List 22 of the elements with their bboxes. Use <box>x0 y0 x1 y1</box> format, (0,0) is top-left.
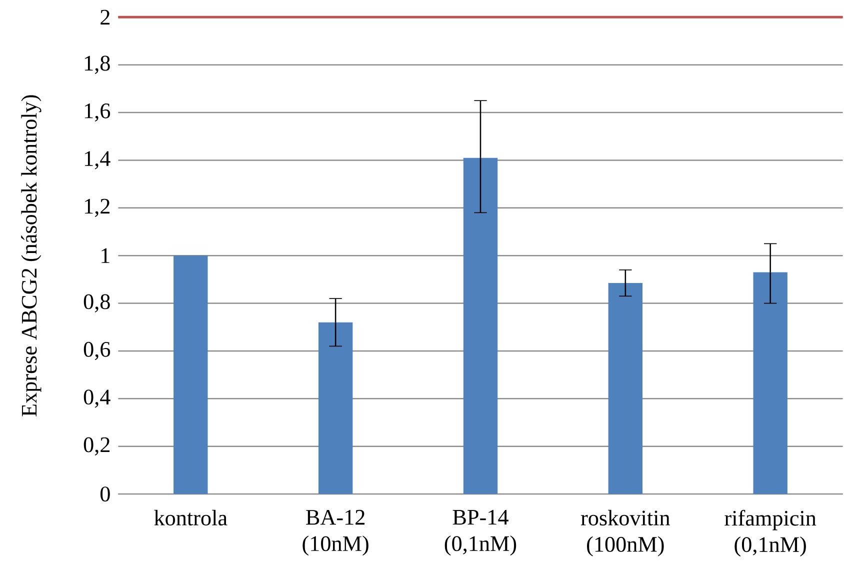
x-tick-label: roskovitin (100nM) <box>580 510 670 556</box>
y-tick-label: 1,2 <box>85 198 110 217</box>
y-tick-label: 0,8 <box>84 294 110 312</box>
y-tick-label: 0,4 <box>84 390 110 408</box>
y-tick-label: 1,6 <box>85 104 110 122</box>
bar <box>608 283 643 494</box>
y-axis-title: Exprese ABCG2 (násobek kontroly) <box>21 95 42 416</box>
y-tick-label: 1,4 <box>85 151 110 170</box>
x-tick-label: BA-12 (10nM) <box>302 510 368 556</box>
y-tick-label: 0 <box>100 486 110 502</box>
y-tick-label: 0,2 <box>84 437 110 456</box>
x-tick-label: kontrola <box>154 510 228 526</box>
y-tick-label: 1 <box>102 248 110 263</box>
bar <box>174 256 208 494</box>
y-tick-label: 2 <box>100 10 110 24</box>
y-tick-label: 0,6 <box>84 342 110 360</box>
bar <box>463 158 498 494</box>
y-tick-label: 1,8 <box>85 56 110 74</box>
bar <box>753 272 788 494</box>
x-tick-label: rifampicin (0,1nM) <box>724 510 816 557</box>
x-tick-label: BP-14 (0,1nM) <box>444 510 516 556</box>
bar <box>318 322 353 494</box>
